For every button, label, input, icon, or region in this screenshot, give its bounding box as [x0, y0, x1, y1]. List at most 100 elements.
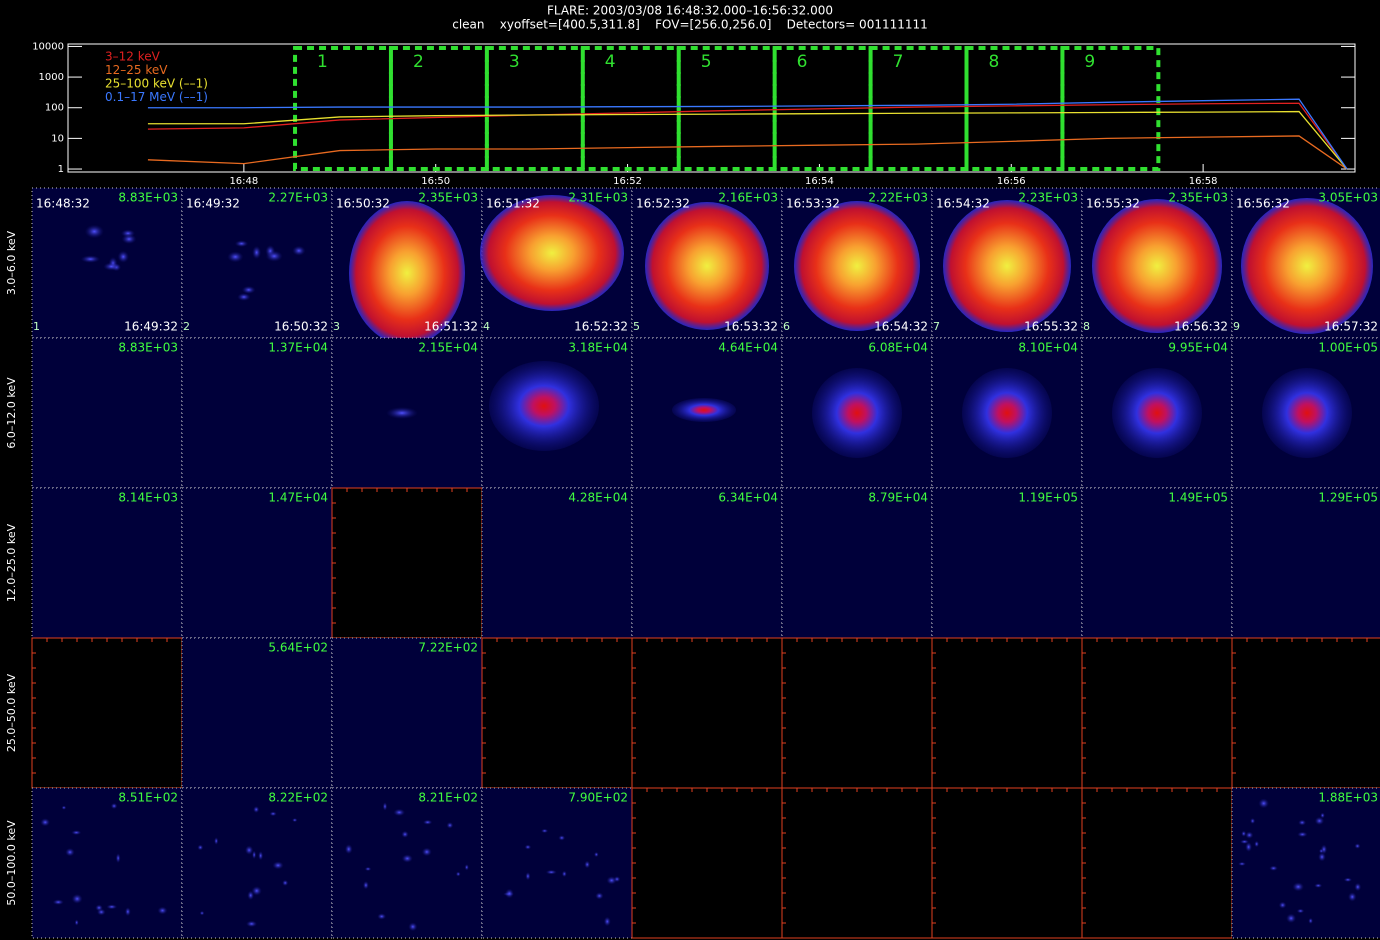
emission: [603, 916, 611, 927]
emission: [65, 847, 75, 857]
emission: [1269, 865, 1278, 871]
emission: [246, 920, 258, 928]
emission: [1296, 908, 1305, 914]
interval-index: 6: [783, 320, 790, 333]
emission: [525, 872, 531, 881]
image-cell: [181, 487, 333, 639]
legend-entry: 25–100 keV (––1): [105, 77, 208, 91]
y-tick-label: 1000: [39, 72, 64, 83]
emission: [253, 806, 260, 813]
emission: [251, 886, 262, 896]
x-tick-label: 16:48: [229, 176, 258, 187]
emission: [794, 201, 920, 331]
emission: [1250, 817, 1256, 824]
max-label: 5.64E+02: [268, 641, 328, 655]
interval-box: [484, 46, 585, 171]
max-label: 8.14E+03: [118, 491, 178, 505]
emission: [812, 368, 902, 458]
max-label: 3.18E+04: [568, 341, 628, 355]
series-line: [147, 135, 1348, 170]
start-time: 16:51:32: [486, 197, 540, 211]
emission: [446, 822, 454, 829]
image-cell: [931, 487, 1083, 639]
emission: [1240, 839, 1249, 844]
emission: [115, 853, 121, 864]
empty-cell: [781, 637, 933, 789]
emission: [1092, 199, 1222, 333]
emission: [52, 899, 64, 905]
emission: [421, 847, 432, 857]
emission: [382, 802, 388, 811]
empty-cell: [31, 637, 183, 789]
interval-box: [964, 46, 1065, 171]
image-cell: [331, 637, 483, 789]
emission: [74, 919, 79, 926]
emission: [480, 195, 624, 311]
end-time: 16:52:32: [574, 320, 628, 334]
empty-cell: [781, 787, 933, 939]
max-label: 6.08E+04: [868, 341, 928, 355]
emission: [269, 811, 277, 817]
start-time: 16:55:32: [1086, 197, 1140, 211]
emission: [422, 819, 433, 825]
emission: [505, 888, 514, 899]
emission: [393, 808, 406, 817]
start-time: 16:56:32: [1236, 197, 1290, 211]
emission: [962, 368, 1052, 458]
empty-cell: [481, 637, 633, 789]
start-time: 16:52:32: [636, 197, 690, 211]
emission: [1245, 831, 1254, 839]
end-time: 16:56:32: [1174, 320, 1228, 334]
emission: [1241, 198, 1373, 334]
emission: [1314, 883, 1323, 888]
max-label: 7.22E+02: [418, 641, 478, 655]
start-time: 16:50:32: [336, 197, 390, 211]
emission: [1298, 819, 1307, 826]
max-label: 2.35E+03: [1168, 191, 1228, 205]
emission: [524, 844, 532, 850]
emission: [292, 245, 306, 256]
interval-box: [868, 46, 969, 171]
end-time: 16:51:32: [424, 320, 478, 334]
emission: [1286, 913, 1297, 924]
emission: [1262, 368, 1352, 458]
x-tick-label: 16:54: [805, 176, 834, 187]
emission: [377, 913, 387, 920]
max-label: 2.31E+03: [568, 191, 628, 205]
max-label: 1.37E+04: [268, 341, 328, 355]
emission: [272, 861, 284, 870]
emission: [1354, 843, 1361, 849]
emission: [227, 251, 244, 263]
end-time: 16:55:32: [1024, 320, 1078, 334]
max-label: 4.64E+04: [718, 341, 778, 355]
emission: [362, 880, 369, 890]
emission: [117, 250, 129, 263]
series-line: [147, 102, 1348, 170]
emission: [386, 407, 418, 419]
emission: [121, 234, 137, 245]
image-cell: [481, 787, 633, 939]
max-label: 8.51E+02: [118, 791, 178, 805]
row-label: 50.0–100.0 keV: [5, 820, 18, 906]
empty-cell: [331, 487, 483, 639]
emission: [401, 830, 409, 838]
image-cell: [31, 487, 183, 639]
interval-index: 8: [1083, 320, 1090, 333]
emission: [1318, 852, 1326, 862]
emission: [408, 922, 418, 932]
emission: [197, 844, 204, 851]
emission: [1354, 882, 1362, 892]
max-label: 7.90E+02: [568, 791, 628, 805]
interval-index: 2: [183, 320, 190, 333]
interval-index: 9: [1233, 320, 1240, 333]
image-cell: [181, 187, 333, 339]
interval-index: 1: [33, 320, 40, 333]
empty-cell: [631, 787, 783, 939]
image-cell: [31, 337, 183, 489]
title: FLARE: 2003/03/08 16:48:32.000–16:56:32.…: [547, 4, 833, 18]
empty-cell: [631, 637, 783, 789]
end-time: 16:54:32: [874, 320, 928, 334]
emission: [455, 871, 461, 877]
emission: [1258, 798, 1270, 809]
